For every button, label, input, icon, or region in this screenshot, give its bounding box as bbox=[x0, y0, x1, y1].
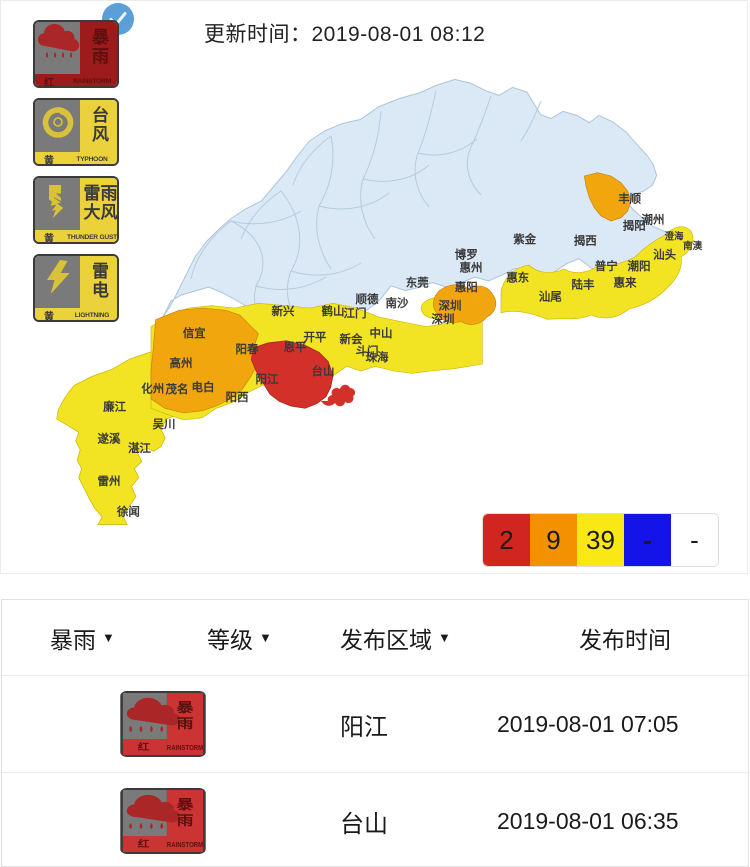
svg-text:茂名: 茂名 bbox=[166, 382, 189, 396]
svg-text:开平: 开平 bbox=[304, 331, 327, 344]
svg-text:珠海: 珠海 bbox=[366, 350, 389, 364]
svg-text:博罗: 博罗 bbox=[455, 247, 478, 261]
svg-text:阳春: 阳春 bbox=[236, 342, 259, 356]
svg-text:惠来: 惠来 bbox=[614, 275, 637, 289]
svg-text:廉江: 廉江 bbox=[103, 399, 126, 413]
svg-text:揭西: 揭西 bbox=[574, 233, 597, 247]
svg-text:RAINSTORM: RAINSTORM bbox=[167, 841, 203, 849]
svg-text:鹤山: 鹤山 bbox=[322, 304, 345, 318]
svg-text:遂溪: 遂溪 bbox=[98, 431, 121, 445]
svg-text:红: 红 bbox=[138, 838, 150, 849]
svg-text:阳西: 阳西 bbox=[226, 390, 249, 404]
svg-text:暴: 暴 bbox=[177, 797, 195, 813]
svg-text:徐闻: 徐闻 bbox=[116, 505, 140, 519]
svg-text:信宜: 信宜 bbox=[183, 326, 206, 340]
svg-text:暴: 暴 bbox=[177, 700, 195, 716]
svg-text:深圳: 深圳 bbox=[439, 299, 462, 313]
svg-text:雨: 雨 bbox=[177, 717, 194, 732]
svg-text:阳江: 阳江 bbox=[256, 372, 279, 386]
svg-text:高州: 高州 bbox=[170, 356, 193, 370]
svg-text:陆丰: 陆丰 bbox=[572, 278, 595, 292]
svg-text:江门: 江门 bbox=[344, 306, 367, 320]
svg-text:南澳: 南澳 bbox=[683, 240, 703, 252]
svg-text:紫金: 紫金 bbox=[513, 232, 536, 246]
svg-text:吴川: 吴川 bbox=[153, 417, 176, 431]
svg-text:惠东: 惠东 bbox=[506, 271, 529, 285]
svg-text:惠州: 惠州 bbox=[460, 260, 483, 274]
svg-text:普宁: 普宁 bbox=[595, 259, 618, 273]
svg-text:雨: 雨 bbox=[177, 814, 194, 829]
svg-text:新会: 新会 bbox=[340, 332, 363, 346]
svg-text:湛江: 湛江 bbox=[128, 441, 151, 455]
svg-text:汕尾: 汕尾 bbox=[539, 289, 562, 303]
svg-text:澄海: 澄海 bbox=[664, 231, 684, 243]
svg-text:东莞: 东莞 bbox=[406, 275, 429, 289]
svg-text:电白: 电白 bbox=[192, 380, 215, 394]
svg-text:潮州: 潮州 bbox=[642, 212, 665, 226]
svg-text:红: 红 bbox=[138, 741, 150, 752]
svg-text:台山: 台山 bbox=[312, 364, 335, 378]
svg-text:雷州: 雷州 bbox=[98, 475, 121, 488]
svg-text:RAINSTORM: RAINSTORM bbox=[167, 744, 203, 752]
svg-text:潮阳: 潮阳 bbox=[628, 259, 651, 273]
svg-text:丰顺: 丰顺 bbox=[618, 191, 641, 205]
svg-text:中山: 中山 bbox=[370, 326, 393, 340]
svg-text:惠阳: 惠阳 bbox=[455, 280, 478, 294]
svg-text:深圳: 深圳 bbox=[432, 312, 455, 326]
svg-text:顺德: 顺德 bbox=[356, 292, 379, 306]
svg-text:新兴: 新兴 bbox=[272, 304, 295, 318]
svg-text:汕头: 汕头 bbox=[653, 247, 676, 261]
svg-text:化州: 化州 bbox=[141, 381, 164, 395]
svg-text:南沙: 南沙 bbox=[386, 296, 409, 310]
